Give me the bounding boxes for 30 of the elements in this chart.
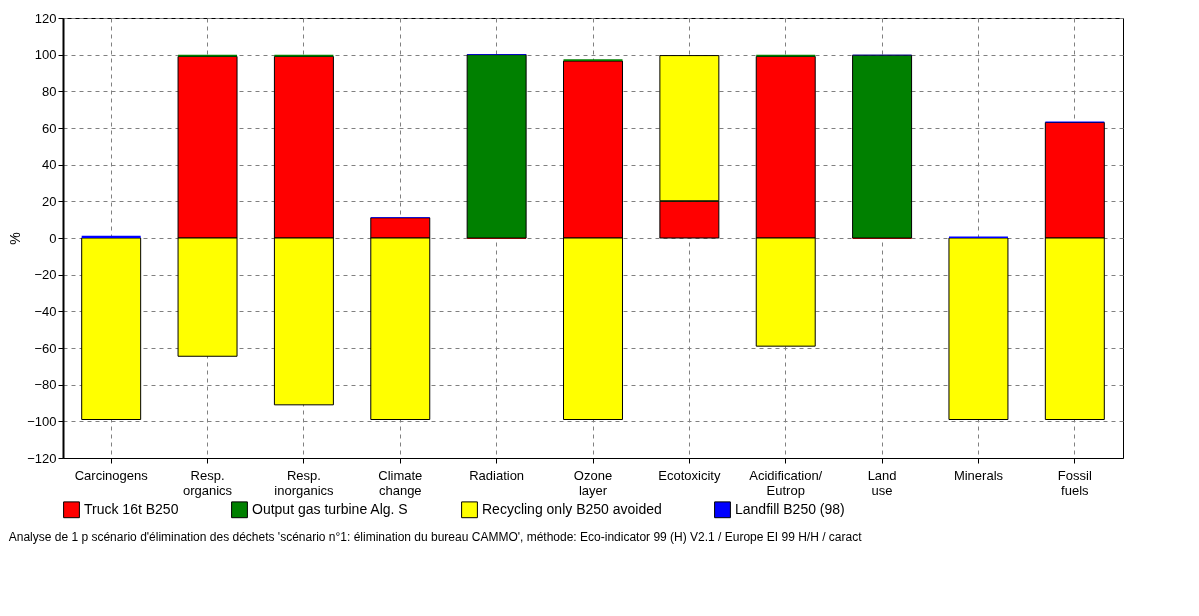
x-tick-label: Acidification/ Eutrop bbox=[749, 467, 823, 498]
y-tick-label: 40 bbox=[42, 157, 57, 173]
y-tick-label: 100 bbox=[34, 47, 57, 63]
y-tick-label: −60 bbox=[34, 340, 57, 356]
y-axis-title: % bbox=[7, 232, 24, 245]
y-tick-label: −120 bbox=[27, 450, 57, 466]
x-tick-label: Carcinogens bbox=[74, 467, 149, 483]
text: Analyse de 1 p scénario d'élimination des déchets 'scénario n°1: élimination du bureau CAMMO', méthode: Eco-indicator 99 (H) V2.1 / Europe EI 99 H/H / caract bbox=[8, 530, 863, 544]
legend-label: Output gas turbine Alg. S bbox=[252, 500, 408, 517]
x-tick-label: Ecotoxicity bbox=[658, 467, 721, 483]
legend-label: Recycling only B250 avoided bbox=[482, 500, 662, 517]
y-tick-label: 0 bbox=[49, 230, 57, 246]
y-tick-label: 120 bbox=[34, 10, 57, 26]
x-tick-label: Resp. organics bbox=[182, 467, 233, 498]
x-tick-label: Fossil fuels bbox=[1057, 467, 1092, 498]
x-tick-label: Radiation bbox=[469, 467, 525, 483]
legend-label: Truck 16t B250 bbox=[84, 500, 179, 517]
legend-label: Landfill B250 (98) bbox=[735, 500, 845, 517]
x-tick-label: Minerals bbox=[953, 467, 1004, 483]
y-tick-label: 80 bbox=[42, 83, 57, 99]
y-tick-label: −100 bbox=[27, 413, 57, 429]
y-tick-label: −80 bbox=[34, 377, 57, 393]
x-tick-label: Land use bbox=[867, 467, 897, 498]
y-tick-label: 60 bbox=[42, 120, 57, 136]
y-tick-label: 20 bbox=[42, 193, 57, 209]
x-tick-label: Resp. inorganics bbox=[274, 467, 335, 498]
y-tick-label: −40 bbox=[34, 303, 57, 319]
x-tick-label: Climate change bbox=[378, 467, 423, 498]
x-tick-label: Ozone layer bbox=[573, 467, 613, 498]
y-tick-label: −20 bbox=[34, 267, 57, 283]
